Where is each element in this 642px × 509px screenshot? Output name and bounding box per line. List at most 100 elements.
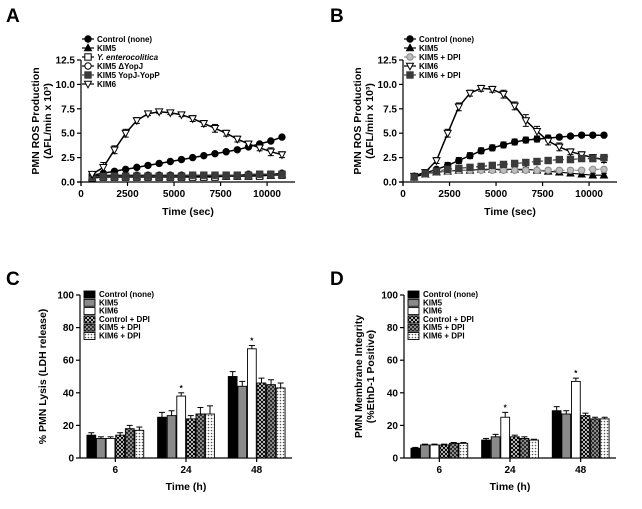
data-point (267, 170, 275, 178)
data-point (132, 117, 142, 126)
data-point (421, 169, 430, 177)
legend-label: KIM5 + DPI (99, 323, 141, 332)
bar-kim6-dpi (599, 418, 610, 459)
data-point (155, 159, 163, 168)
bar-kim5-dpi (519, 437, 530, 459)
legend-label: Control (none) (99, 290, 154, 299)
y-tick-label: 100 (381, 291, 398, 302)
y-axis-title: PMN ROS Production (352, 67, 364, 174)
x-tick-label: 0 (400, 189, 406, 200)
panel-letter-d: D (330, 269, 344, 290)
y-tick-label: 5.0 (61, 129, 75, 140)
data-point (577, 166, 586, 174)
y-axis-title: PMN ROS Production (30, 67, 42, 174)
chart-d-membrane-integrity: 0 20 40 60 80 100 6 24 * 48 * Time (h) PMN Membrane … (353, 290, 616, 493)
data-point (599, 170, 609, 179)
legend-label: Control (none) (97, 35, 152, 44)
x-tick-label: 7500 (209, 189, 232, 200)
legend-marker (84, 35, 92, 43)
legend-label: KIM6 (99, 307, 119, 316)
data-point (188, 115, 197, 124)
data-point (98, 164, 108, 173)
bar-kim6 (105, 437, 116, 459)
legend-label: KIM6 (423, 307, 443, 316)
y-tick-label: 12.5 (56, 56, 76, 67)
legend-label: KIM6 + DPI (99, 332, 141, 341)
bar-control-none- (227, 376, 238, 459)
bar-kim5-dpi (448, 442, 459, 459)
bar-kim5-dpi (590, 418, 600, 459)
significance-star: * (180, 384, 184, 393)
x-tick-label: 48 (251, 465, 263, 476)
data-point (443, 165, 452, 174)
bar-kim5 (561, 413, 572, 459)
y-tick-label: 7.5 (383, 104, 397, 115)
legend-swatch (83, 323, 96, 332)
series-kim5-yopj-yopp (88, 170, 286, 181)
y-tick-label: 40 (63, 388, 75, 399)
data-point (454, 103, 464, 112)
chart-a-ros-production: 0.0 2.5 5.0 7.5 10.0 12.5 0 2500 5000 7500 10000 Ti… (30, 35, 295, 218)
bar-kim6-dpi (134, 429, 145, 459)
y-tick-label: 60 (63, 356, 75, 367)
bar-control-dpi (115, 434, 125, 459)
data-point (199, 120, 209, 129)
data-point (589, 131, 597, 139)
legend-label: KIM6 + DPI (419, 71, 461, 80)
data-point (443, 129, 452, 139)
data-point (188, 171, 197, 179)
legend-label: KIM6 (97, 80, 117, 89)
x-tick-label: 24 (180, 465, 192, 476)
y-tick-label: 5.0 (383, 129, 397, 140)
bar-kim6 (247, 348, 257, 459)
data-point (110, 146, 119, 155)
data-point (410, 173, 418, 181)
data-point (222, 148, 230, 156)
x-tick-label: 6 (113, 465, 119, 476)
data-point (533, 157, 541, 166)
data-point (133, 172, 141, 180)
legend-label: Control (none) (423, 290, 478, 299)
y-axis-title: PMN Membrane Integrity (353, 315, 365, 438)
data-point (566, 132, 575, 140)
legend-label: KIM5 (97, 44, 117, 53)
data-point (577, 131, 586, 139)
data-point (499, 90, 508, 100)
data-point (277, 151, 287, 160)
data-point (566, 166, 575, 174)
bar-kim6 (176, 395, 187, 459)
data-point (589, 154, 597, 163)
legend-marker (405, 62, 415, 71)
legend-swatch (407, 307, 420, 316)
y-tick-label: 10.0 (378, 80, 398, 91)
legend-marker (84, 53, 92, 61)
data-point (200, 171, 208, 179)
data-point (466, 163, 474, 172)
x-axis-title: Time (h) (490, 481, 531, 493)
x-tick-label: 7500 (531, 189, 554, 200)
data-point (510, 159, 519, 168)
data-point (177, 111, 186, 120)
data-point (555, 155, 564, 164)
x-tick-label: 24 (504, 465, 516, 476)
bar-kim6 (571, 380, 581, 459)
x-tick-label: 5000 (485, 189, 508, 200)
series-kim6-dpi (410, 153, 608, 181)
legend-label: Y. enterocolitica (97, 53, 159, 62)
x-tick-label: 48 (575, 465, 587, 476)
x-tick-label: 0 (78, 189, 84, 200)
x-tick-label: 6 (437, 465, 443, 476)
legend-label: KIM5 ΔYopJ (97, 62, 143, 71)
legend-swatch (407, 332, 420, 340)
legend-label: Control + DPI (99, 315, 150, 324)
x-tick-label: 2500 (438, 189, 461, 200)
x-axis-title: Time (sec) (162, 206, 214, 218)
legend-swatch (83, 315, 96, 324)
data-point (177, 155, 186, 164)
data-point (432, 167, 441, 175)
y-tick-label: 2.5 (61, 153, 75, 164)
x-tick-label: 10000 (253, 189, 281, 200)
data-point (244, 171, 253, 179)
data-point (166, 172, 175, 180)
data-point (466, 151, 474, 160)
